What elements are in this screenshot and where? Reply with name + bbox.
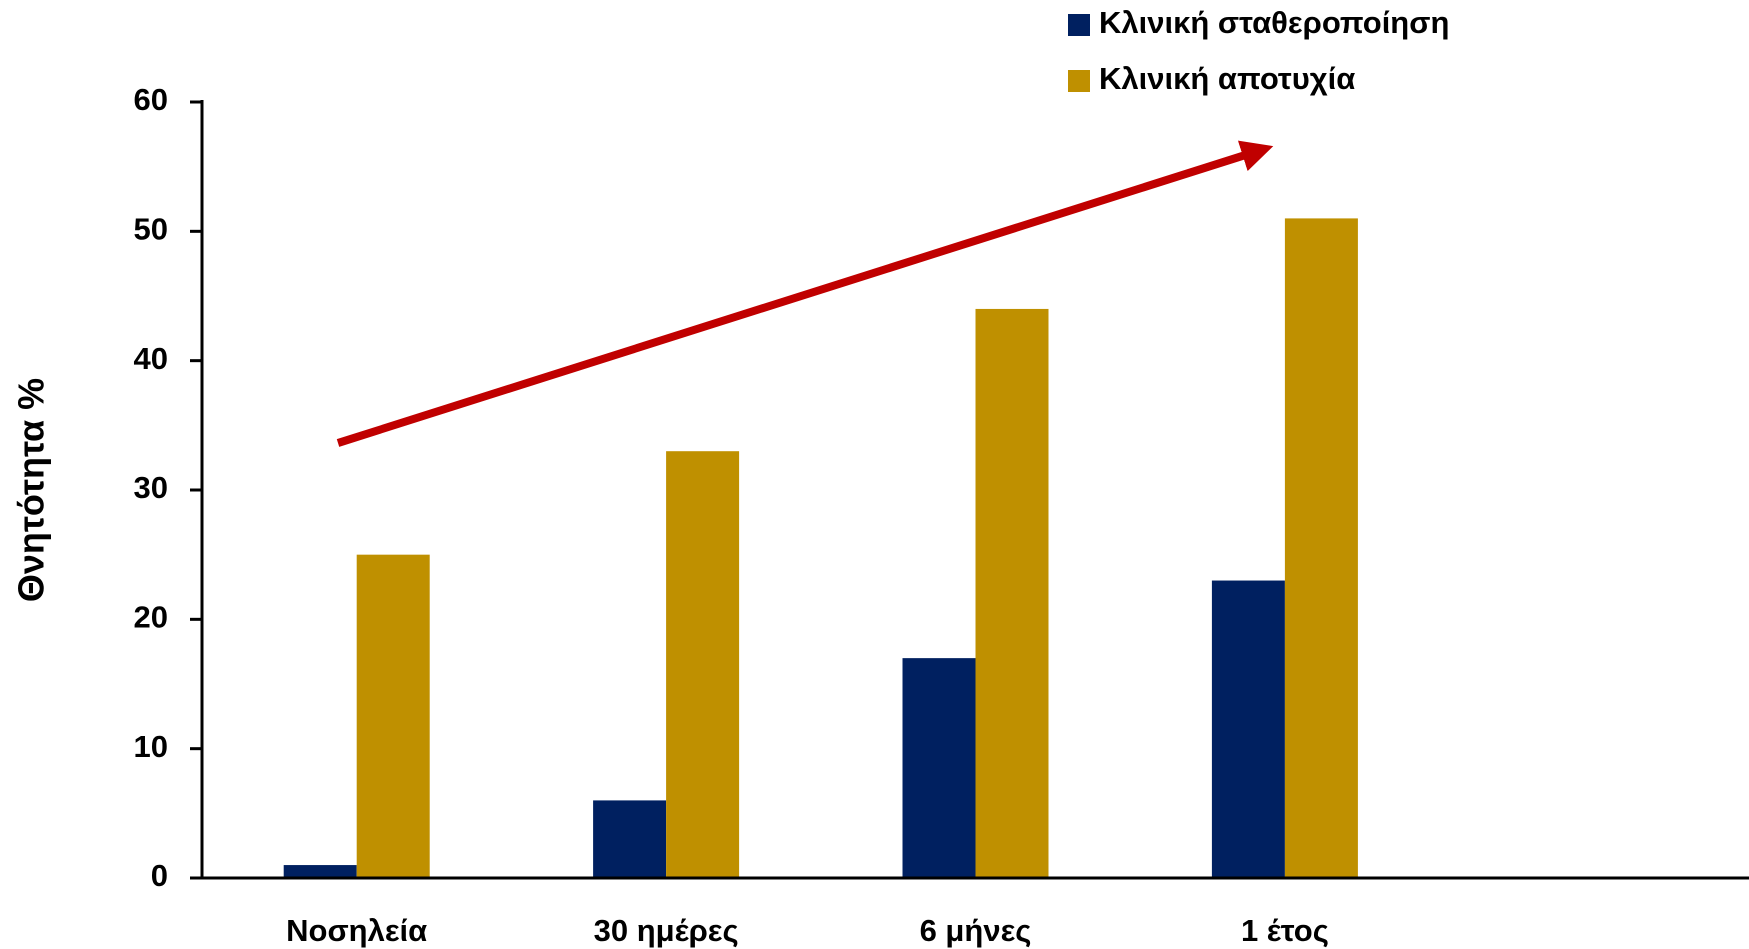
bar [1284, 218, 1358, 878]
y-tick-label: 20 [134, 600, 168, 635]
x-tick-label: 6 μήνες [920, 913, 1032, 948]
y-tick-label: 50 [134, 212, 168, 247]
y-axis-label: Θνητότητα % [11, 378, 52, 602]
bar [283, 865, 357, 878]
y-tick-label: 60 [134, 82, 168, 117]
bar [1211, 580, 1285, 878]
x-tick-label: 1 έτος [1241, 913, 1329, 948]
bar [666, 451, 740, 878]
bar [902, 658, 976, 878]
y-tick-label: 30 [134, 470, 168, 505]
bar [593, 800, 667, 878]
trend-arrow [336, 140, 1274, 447]
bar [356, 554, 430, 878]
y-tick-label: 10 [134, 729, 168, 764]
y-tick-label: 0 [151, 858, 168, 893]
legend-swatch [1068, 70, 1090, 92]
plot-area: 0 10 20 30 40 50 60 Νοσηλεία 30 ημέρες 6 μήνες 1 έ… [134, 5, 1749, 948]
y-tick-label: 40 [134, 341, 168, 376]
legend-swatch [1068, 14, 1090, 36]
legend-label: Κλινική σταθεροποίηση [1099, 5, 1449, 40]
x-tick-label: Νοσηλεία [286, 913, 427, 948]
x-tick-label: 30 ημέρες [594, 913, 739, 948]
bar [975, 308, 1049, 878]
legend-label: Κλινική αποτυχία [1099, 61, 1355, 96]
